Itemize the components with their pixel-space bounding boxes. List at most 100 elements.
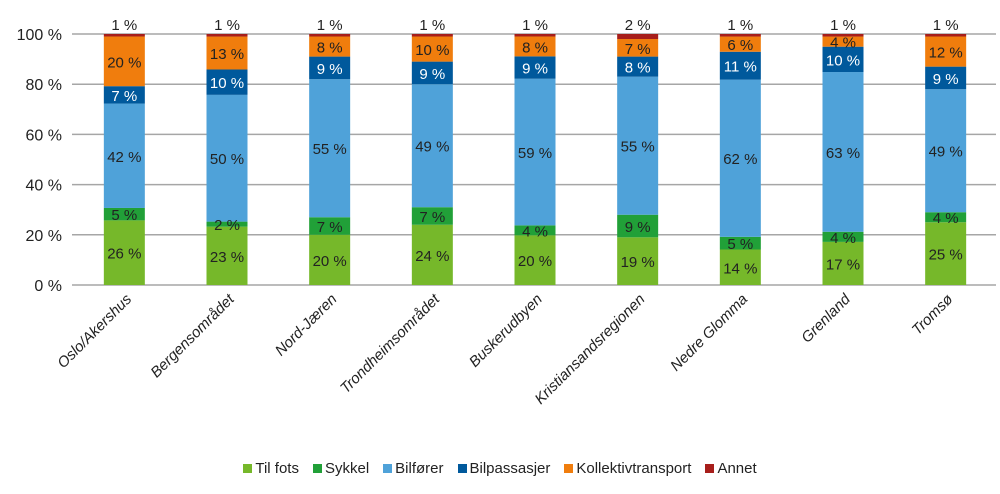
y-tick-label: 0 % [34, 278, 62, 295]
legend-label: Annet [717, 459, 757, 477]
data-label: 1 % [522, 17, 548, 34]
bar-segment-bilpassasjer [309, 56, 351, 80]
bar-segment-sykkel [514, 225, 556, 236]
legend-label: Bilfører [395, 459, 444, 477]
x-tick-label: Nord-Jæren [272, 291, 341, 360]
data-label: 11 % [724, 59, 757, 76]
bar-segment-annet [411, 34, 453, 37]
x-tick-label: Tromsø [909, 291, 957, 339]
data-label: 7 % [419, 209, 445, 226]
data-label: 55 % [621, 139, 655, 156]
bar-segment-bilpassasjer [925, 66, 967, 90]
data-label: 10 % [415, 42, 449, 59]
bar-segment-annet [206, 34, 248, 37]
stacked-bar-chart: 0 %20 %40 %60 %80 %100 % 26 %5 %42 %7 %2… [17, 17, 996, 408]
data-label: 5 % [111, 207, 137, 224]
bar-segment-kollektivtransport [309, 36, 351, 57]
bar-segment-bilf-rer [925, 89, 967, 213]
data-label: 1 % [419, 17, 445, 34]
legend-item: Kollektivtransport [564, 460, 691, 477]
data-label: 1 % [111, 17, 137, 34]
bars [103, 34, 967, 285]
bar-segment-bilpassasjer [206, 69, 248, 95]
bar-segment-til-fots [309, 234, 351, 285]
bar-segment-kollektivtransport [206, 36, 248, 70]
y-tick-label: 60 % [26, 127, 62, 144]
bar-segment-kollektivtransport [617, 39, 659, 57]
bar-segment-bilpassasjer [719, 51, 761, 80]
bar-segment-bilf-rer [103, 103, 145, 208]
bar-stack [514, 34, 556, 285]
bar-segment-kollektivtransport [514, 36, 556, 57]
data-label: 55 % [313, 141, 347, 158]
bar-segment-sykkel [822, 231, 864, 242]
bar-segment-bilf-rer [719, 79, 761, 237]
data-label: 10 % [826, 52, 860, 69]
bar-stack [103, 34, 145, 285]
data-label: 8 % [317, 40, 343, 57]
x-tick-label: Bergensområdet [147, 290, 238, 381]
data-labels: 26 % 5 % 42 % 7 % 20 % 1 % 23 % 2 % 50 % 10 % 13 %… [107, 17, 963, 277]
data-label: 4 % [933, 210, 959, 227]
legend: Til fots Sykkel Bilfører Bilpassasjer Kollek… [0, 457, 1000, 479]
data-label: 1 % [317, 17, 343, 34]
x-axis: Oslo/Akershus Bergensområdet Nord-JærenTro… [54, 290, 956, 408]
y-tick-label: 40 % [26, 178, 62, 195]
bar-stack [925, 34, 967, 285]
data-label: 14 % [723, 260, 757, 277]
bar-segment-annet [822, 34, 864, 37]
data-label: 1 % [214, 17, 240, 34]
bar-segment-sykkel [103, 207, 145, 221]
data-label: 6 % [727, 37, 753, 54]
legend-item: Sykkel [312, 459, 370, 477]
data-label: 42 % [107, 149, 141, 166]
bar-segment-annet [103, 34, 145, 37]
bar-segment-bilf-rer [514, 78, 556, 226]
data-label: 9 % [419, 66, 445, 83]
data-label: 5 % [727, 236, 753, 253]
data-label: 4 % [830, 230, 856, 247]
bar-segment-til-fots [206, 226, 248, 285]
bar-segment-til-fots [719, 249, 761, 285]
x-tick-label: Buskerudbyen [466, 291, 546, 371]
bar-segment-bilf-rer [411, 84, 453, 208]
bar-segment-annet [719, 34, 761, 37]
data-label: 62 % [723, 151, 757, 168]
legend-item: Bilfører [383, 459, 444, 477]
bar-stack [206, 34, 248, 285]
data-label: 17 % [826, 256, 860, 273]
bar-segment-sykkel [411, 207, 453, 225]
legend-item: Bilpassasjer [457, 460, 550, 477]
bar-segment-til-fots [514, 235, 556, 285]
bar-segment-til-fots [925, 222, 967, 285]
legend-swatch [457, 463, 467, 473]
data-label: 26 % [107, 246, 141, 263]
data-label: 12 % [929, 45, 963, 62]
legend-label: Sykkel [324, 459, 370, 477]
bar-segment-kollektivtransport [925, 36, 967, 67]
y-tick-label: 100 % [17, 27, 62, 44]
bar-segment-sykkel [206, 221, 248, 227]
data-label: 9 % [933, 71, 959, 88]
data-label: 20 % [518, 253, 552, 270]
bar-segment-kollektivtransport [822, 36, 864, 47]
bar-segment-bilpassasjer [103, 86, 145, 104]
bar-segment-til-fots [411, 224, 453, 285]
data-label: 9 % [625, 219, 651, 236]
bar-segment-kollektivtransport [103, 36, 145, 87]
legend-swatch [564, 463, 574, 473]
data-label: 7 % [317, 219, 343, 236]
x-tick-label: Nedre Glomma [667, 291, 751, 375]
bar-segment-til-fots [103, 220, 145, 285]
legend-label: Til fots [255, 459, 299, 477]
data-label: 63 % [826, 145, 860, 162]
bar-segment-kollektivtransport [411, 36, 453, 62]
data-label: 8 % [625, 60, 651, 77]
legend-swatch [243, 463, 253, 473]
data-label: 23 % [210, 249, 244, 266]
bar-segment-bilpassasjer [617, 56, 659, 77]
bar-stack [719, 34, 761, 285]
bar-segment-bilpassasjer [514, 56, 556, 79]
data-label: 19 % [621, 254, 655, 271]
bar-segment-til-fots [822, 241, 864, 285]
